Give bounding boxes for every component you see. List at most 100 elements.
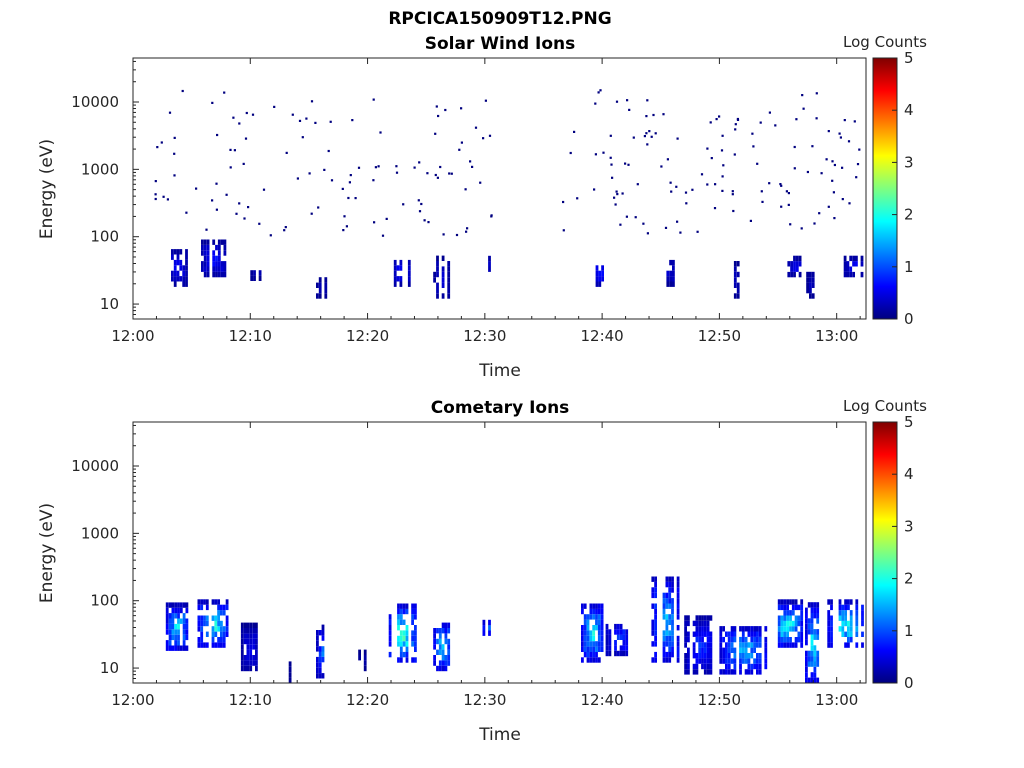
count-cell xyxy=(703,653,707,659)
count-cell xyxy=(825,158,828,161)
count-cell xyxy=(444,108,447,112)
count-cell xyxy=(654,619,657,625)
count-cell xyxy=(807,629,811,635)
count-cell xyxy=(168,629,172,635)
count-cell xyxy=(414,657,417,663)
count-cell xyxy=(787,192,790,195)
count-cell xyxy=(203,261,207,267)
count-cell xyxy=(813,656,817,662)
count-cell xyxy=(598,276,602,282)
count-cell xyxy=(243,622,247,628)
count-cell xyxy=(318,667,322,674)
count-cell xyxy=(171,645,175,651)
count-cell xyxy=(676,646,680,652)
count-cell xyxy=(624,162,627,165)
count-cell xyxy=(168,640,172,646)
count-cell xyxy=(732,209,735,213)
count-cell xyxy=(855,255,858,262)
count-cell xyxy=(388,625,392,631)
count-cell xyxy=(182,613,186,619)
count-cell xyxy=(488,261,491,267)
count-cell xyxy=(205,228,208,231)
count-cell xyxy=(676,625,680,631)
count-cell xyxy=(586,641,590,647)
count-cell xyxy=(255,638,258,645)
count-cell xyxy=(162,195,165,198)
count-cell xyxy=(405,630,409,636)
count-cell xyxy=(301,136,304,139)
count-cell xyxy=(662,651,666,658)
count-cell xyxy=(223,271,227,278)
count-cell xyxy=(414,608,417,615)
count-cell xyxy=(377,165,380,168)
count-cell xyxy=(247,206,250,209)
count-cell xyxy=(595,641,598,647)
count-cell xyxy=(701,658,704,664)
count-cell xyxy=(685,202,688,205)
count-cell xyxy=(847,631,850,637)
count-cell xyxy=(758,631,762,637)
count-cell xyxy=(354,197,357,200)
count-cell xyxy=(780,615,784,621)
count-cell xyxy=(220,610,223,616)
count-cell xyxy=(249,638,253,645)
count-cell xyxy=(849,626,853,632)
count-cell xyxy=(733,282,737,288)
count-cell xyxy=(846,266,850,272)
count-cell xyxy=(586,619,590,625)
count-cell xyxy=(861,642,864,648)
count-cell xyxy=(665,581,669,588)
count-cell xyxy=(316,630,319,636)
count-cell xyxy=(609,156,612,159)
count-cell xyxy=(321,624,325,630)
count-cell xyxy=(855,176,858,179)
count-cell xyxy=(632,136,635,139)
count-cell xyxy=(211,626,215,632)
count-cell xyxy=(758,658,762,664)
count-cell xyxy=(815,117,818,120)
count-cell xyxy=(212,271,216,278)
count-cell xyxy=(722,647,725,653)
count-cell xyxy=(220,642,223,648)
count-cell xyxy=(436,261,439,267)
count-cell xyxy=(813,650,817,657)
count-cell xyxy=(783,637,787,643)
count-cell xyxy=(809,277,812,283)
count-cell xyxy=(855,615,859,621)
count-cell xyxy=(650,135,653,138)
count-cell xyxy=(215,255,218,262)
count-cell xyxy=(405,608,409,615)
count-cell xyxy=(212,239,216,245)
count-cell xyxy=(447,660,451,666)
count-cell xyxy=(589,635,593,642)
count-cell xyxy=(805,666,808,673)
count-cell xyxy=(692,631,696,637)
count-cell xyxy=(695,615,699,621)
count-cell xyxy=(813,677,817,683)
x-tick-label: 12:20 xyxy=(346,691,389,709)
count-cell xyxy=(444,622,448,628)
count-cell xyxy=(474,126,478,129)
count-cell xyxy=(739,636,742,643)
count-cell xyxy=(185,645,189,651)
count-cell xyxy=(436,266,439,272)
count-cell xyxy=(436,665,439,672)
count-cell xyxy=(223,239,227,245)
count-cell xyxy=(583,635,587,642)
count-cell xyxy=(786,631,789,637)
count-cell xyxy=(662,608,666,615)
count-cell xyxy=(709,658,713,664)
count-cell xyxy=(722,653,725,659)
count-cell xyxy=(720,149,724,152)
count-cell xyxy=(777,626,781,632)
colorbar-tick-label: 1 xyxy=(904,258,914,276)
count-cell xyxy=(217,620,220,627)
count-cell xyxy=(739,663,742,670)
count-cell xyxy=(616,629,620,635)
count-cell xyxy=(703,631,707,637)
count-cell xyxy=(601,265,604,271)
count-cell xyxy=(807,677,811,683)
count-cell xyxy=(709,121,712,124)
count-cell xyxy=(405,646,409,652)
count-cell xyxy=(753,647,756,653)
